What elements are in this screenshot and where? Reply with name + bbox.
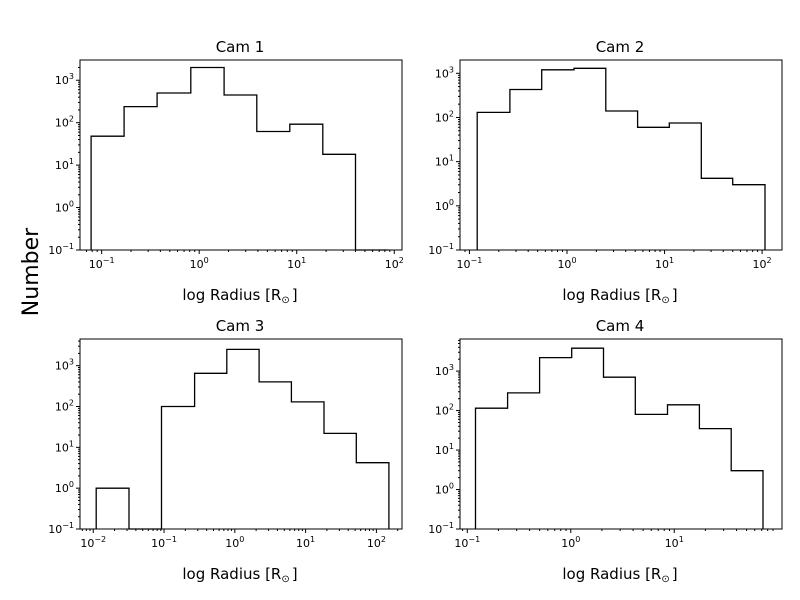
axes-frame bbox=[459, 59, 783, 251]
y-tick-label: 10−1 bbox=[48, 242, 74, 257]
x-tick-label: 10−1 bbox=[89, 256, 115, 271]
x-tick-label: 102 bbox=[367, 535, 386, 550]
histogram-steps bbox=[95, 348, 390, 530]
x-tick-label: 10−1 bbox=[151, 535, 177, 550]
y-tick-label: 103 bbox=[435, 363, 454, 378]
y-tick-label: 103 bbox=[55, 72, 74, 87]
panel-cam-3: Cam 3 10−2 10−1 100 101 10210−1100101102103 … bbox=[48, 317, 403, 585]
y-tick-label: 10−1 bbox=[428, 521, 454, 536]
x-tick-label: 10−1 bbox=[454, 535, 480, 550]
plot-area: 10−1 100 101 102 10−1 100 101 102 103 bbox=[428, 59, 783, 271]
panel-title: Cam 1 bbox=[216, 38, 265, 56]
x-axis-label: log Radius [R⊙] bbox=[182, 286, 297, 306]
x-tick-label: 100 bbox=[561, 535, 580, 550]
y-tick-label: 100 bbox=[435, 198, 454, 213]
x-tick-label: 101 bbox=[287, 256, 306, 271]
x-axis-label: log Radius [R⊙] bbox=[182, 565, 297, 585]
x-tick-label: 100 bbox=[225, 535, 244, 550]
y-tick-label: 101 bbox=[435, 442, 454, 457]
panel-title: Cam 2 bbox=[596, 38, 645, 56]
panel-cam-1: Cam 1 10−1 100 101 102 10−1 100 101 102 103 log … bbox=[48, 38, 404, 306]
axes-frame bbox=[79, 59, 403, 251]
axes-frame bbox=[459, 338, 783, 530]
y-tick-label: 101 bbox=[55, 439, 74, 454]
plot-area: 10−2 10−1 100 101 102 10−1 100 101 102 103 bbox=[48, 338, 403, 550]
x-tick-label: 100 bbox=[557, 256, 576, 271]
x-tick-label: 10−1 bbox=[457, 256, 483, 271]
y-tick-label: 10−1 bbox=[48, 521, 74, 536]
histogram-steps bbox=[90, 66, 389, 251]
x-tick-label: 10−2 bbox=[80, 535, 106, 550]
plot-area: 10−1 100 101 10−1 100 101 102 103 bbox=[428, 338, 783, 550]
y-tick-label: 102 bbox=[435, 109, 454, 124]
x-tick-label: 101 bbox=[665, 535, 684, 550]
y-tick-label: 102 bbox=[435, 403, 454, 418]
x-tick-label: 102 bbox=[385, 256, 404, 271]
y-tick-label: 102 bbox=[55, 115, 74, 130]
x-tick-label: 102 bbox=[753, 256, 772, 271]
y-tick-label: 100 bbox=[55, 480, 74, 495]
panel-title: Cam 3 bbox=[216, 317, 265, 335]
plot-area: 10−1 100 101 102 10−1 100 101 102 103 bbox=[48, 59, 404, 271]
panel-cam-2: Cam 2 10−1 100 101 102 10−1 100 101 102 103 log … bbox=[428, 38, 783, 306]
x-axis-label: log Radius [R⊙] bbox=[562, 565, 677, 585]
x-tick-label: 101 bbox=[655, 256, 674, 271]
axes-frame bbox=[79, 338, 403, 530]
y-tick-label: 100 bbox=[55, 200, 74, 215]
y-tick-label: 101 bbox=[435, 154, 454, 169]
histogram-steps bbox=[476, 67, 766, 250]
figure-y-axis-label: Number bbox=[19, 227, 44, 316]
histogram-steps bbox=[474, 347, 764, 529]
y-tick-label: 101 bbox=[55, 157, 74, 172]
y-tick-label: 102 bbox=[55, 399, 74, 414]
x-tick-label: 100 bbox=[190, 256, 209, 271]
x-axis-label: log Radius [R⊙] bbox=[562, 286, 677, 306]
y-tick-label: 10−1 bbox=[428, 242, 454, 257]
y-tick-label: 100 bbox=[435, 482, 454, 497]
panel-cam-4: Cam 4 10−1 100 101 10−1 100 101 102 103 log Rad… bbox=[428, 317, 783, 585]
panel-title: Cam 4 bbox=[596, 317, 645, 335]
y-tick-label: 103 bbox=[435, 65, 454, 80]
x-tick-label: 101 bbox=[296, 535, 315, 550]
y-tick-label: 103 bbox=[55, 358, 74, 373]
